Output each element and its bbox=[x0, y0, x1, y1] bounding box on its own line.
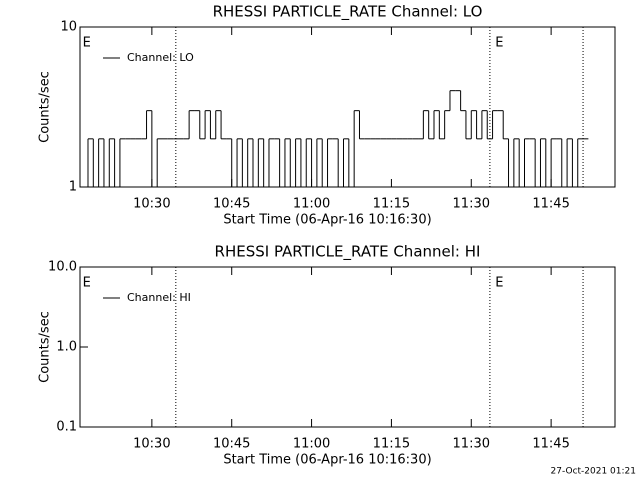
y-axis-label: Counts/sec bbox=[38, 311, 53, 383]
annotation: E bbox=[495, 36, 503, 51]
y-axis-label: Counts/sec bbox=[38, 71, 53, 143]
x-tick-label: 11:30 bbox=[453, 437, 490, 452]
x-tick-label: 11:00 bbox=[293, 197, 330, 212]
annotation: E bbox=[495, 276, 503, 291]
y-tick-label: 1 bbox=[69, 180, 77, 195]
x-tick-label: 10:30 bbox=[133, 197, 170, 212]
legend-label: Channel: LO bbox=[127, 51, 194, 64]
x-tick-label: 11:30 bbox=[453, 197, 490, 212]
x-tick-label: 11:15 bbox=[373, 197, 410, 212]
x-axis-label: Start Time (06-Apr-16 10:16:30) bbox=[223, 213, 431, 228]
x-axis-label: Start Time (06-Apr-16 10:16:30) bbox=[223, 453, 431, 468]
chart-title: RHESSI PARTICLE_RATE Channel: LO bbox=[213, 3, 483, 22]
x-tick-label: 11:00 bbox=[293, 437, 330, 452]
x-tick-label: 10:45 bbox=[213, 197, 250, 212]
x-tick-label: 11:15 bbox=[373, 437, 410, 452]
legend-label: Channel: HI bbox=[127, 291, 191, 304]
x-tick-label: 10:30 bbox=[133, 437, 170, 452]
annotation: E bbox=[83, 36, 91, 51]
x-tick-label: 11:45 bbox=[532, 197, 569, 212]
y-tick-label: 10.0 bbox=[48, 260, 77, 275]
chart-title: RHESSI PARTICLE_RATE Channel: HI bbox=[215, 243, 481, 262]
footer: 27-Oct-2021 01:21 bbox=[551, 467, 636, 477]
y-tick-label: 10 bbox=[60, 20, 77, 35]
x-tick-label: 11:45 bbox=[532, 437, 569, 452]
y-tick-label: 1.0 bbox=[56, 340, 77, 355]
x-tick-label: 10:45 bbox=[213, 437, 250, 452]
annotation: E bbox=[83, 276, 91, 291]
plot-frame bbox=[79, 26, 616, 188]
y-tick-label: 0.1 bbox=[56, 420, 77, 435]
